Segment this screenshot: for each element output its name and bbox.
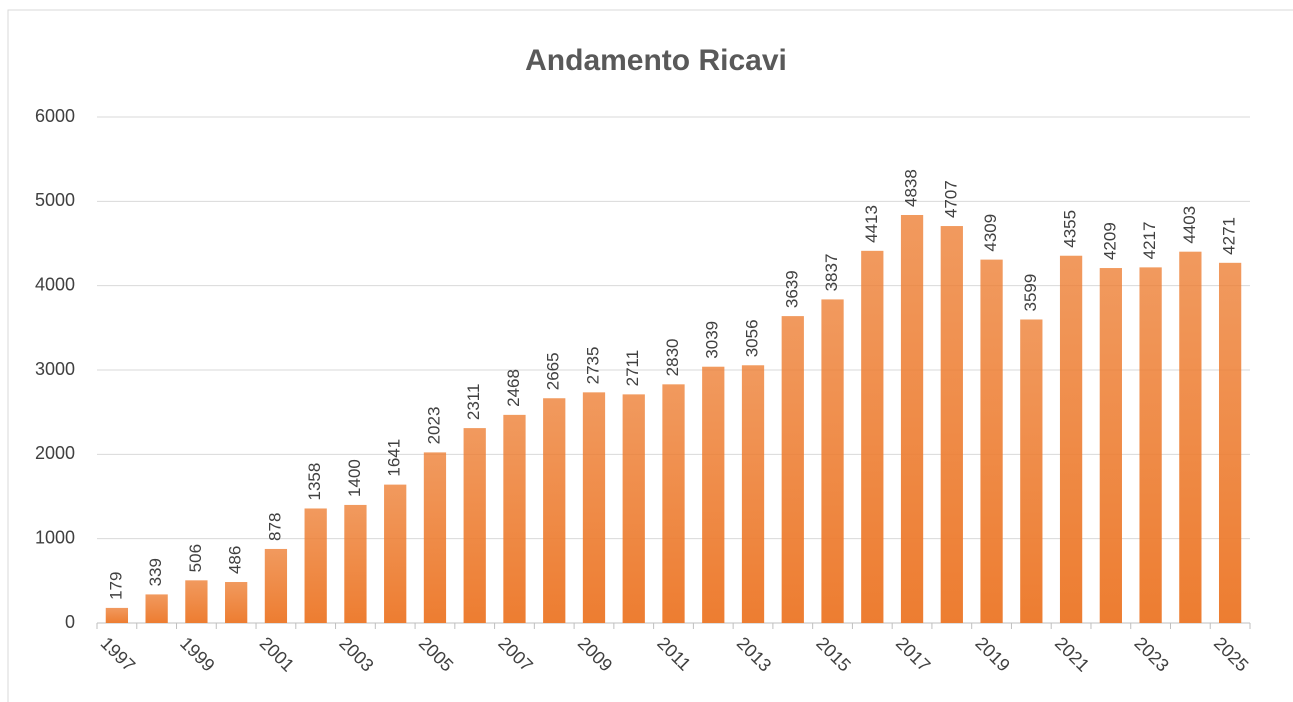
bar [1020,319,1043,623]
data-label: 2711 [623,350,642,387]
data-label: 3837 [822,254,841,292]
bar [423,452,447,623]
x-tick-label: 2011 [653,633,695,675]
bar [185,580,208,623]
data-label: 878 [265,513,284,541]
bar [781,316,804,623]
data-label: 2735 [583,347,602,385]
x-tick-label: 2005 [415,633,457,675]
y-tick-label: 2000 [35,443,75,463]
bar [225,582,248,623]
bar [463,428,486,623]
bar [861,250,884,623]
bar [304,508,327,623]
x-tick-label: 2015 [812,633,854,675]
x-tick-label: 2019 [971,633,1013,675]
bar [622,394,645,623]
data-label: 4209 [1100,222,1119,260]
y-tick-label: 6000 [35,106,75,126]
x-tick-label: 2009 [574,633,616,675]
y-tick-label: 5000 [35,190,75,210]
data-label: 3039 [703,321,722,359]
bar [543,398,566,623]
y-tick-label: 3000 [35,359,75,379]
data-label: 2830 [663,339,682,377]
data-label: 4271 [1220,217,1239,255]
data-label: 4309 [981,214,1000,252]
bar [1179,251,1202,623]
x-tick-label: 2025 [1210,633,1252,675]
bar [940,226,963,623]
data-label: 3599 [1021,274,1040,312]
data-label: 1400 [345,459,364,497]
x-tick-label: 2001 [256,633,298,675]
bar [821,299,844,623]
y-tick-label: 1000 [35,527,75,547]
data-label: 3639 [782,270,801,308]
data-label: 4403 [1180,206,1199,244]
x-tick-label: 2017 [892,633,934,675]
data-label: 3056 [743,319,762,357]
x-tick-label: 2013 [733,633,775,675]
bar [900,214,924,623]
y-tick-label: 0 [65,612,75,632]
bar [503,414,526,623]
data-label: 486 [226,546,245,574]
bar [702,366,725,623]
data-label: 506 [186,544,205,572]
chart-border [7,9,1293,702]
bar [105,607,129,623]
bar [582,392,606,623]
data-label: 4838 [902,169,921,207]
bar [980,259,1003,623]
data-label: 1641 [385,439,404,477]
bar [344,504,367,623]
data-label: 4413 [862,205,881,243]
x-tick-label: 1997 [97,633,139,675]
bar [1218,262,1242,623]
bar [145,594,168,623]
bar [741,365,765,623]
data-label: 2023 [424,407,443,445]
data-label: 4707 [941,180,960,218]
bar [1139,267,1162,623]
x-tick-label: 2007 [494,633,536,675]
x-tick-label: 2023 [1130,633,1172,675]
bar [384,484,407,623]
data-label: 2665 [544,352,563,390]
y-tick-label: 4000 [35,274,75,294]
bar [1099,268,1122,623]
bar [264,548,288,623]
data-label: 1358 [305,463,324,501]
x-tick-label: 2021 [1051,633,1093,675]
data-label: 4217 [1140,222,1159,260]
chart-title: Andamento Ricavi [525,44,787,77]
x-tick-label: 1999 [176,633,218,675]
data-label: 4355 [1061,210,1080,248]
bar [1059,255,1083,623]
data-label: 2311 [464,384,483,421]
data-label: 179 [106,572,125,600]
bar [662,384,685,623]
x-tick-label: 2003 [335,633,377,675]
data-label: 2468 [504,369,523,407]
data-label: 339 [146,558,165,586]
